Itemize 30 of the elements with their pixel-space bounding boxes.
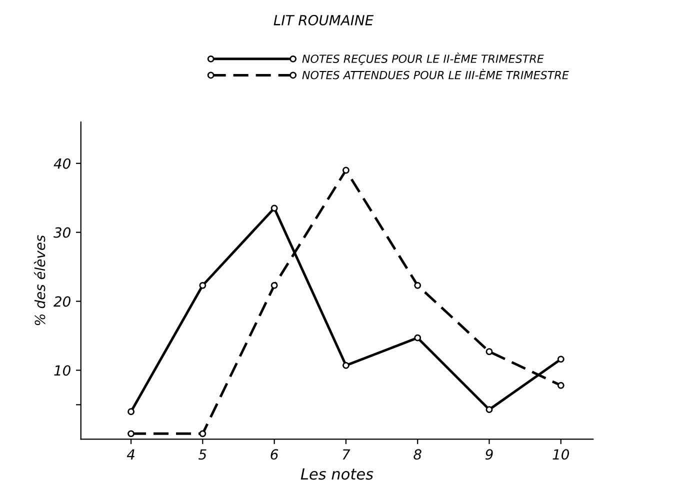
point <box>128 430 134 438</box>
x-tick-label: 10 <box>552 449 570 460</box>
x-axis-title: Les notes <box>300 468 374 480</box>
point <box>414 334 422 342</box>
point <box>270 282 278 289</box>
y-axis-title: % des élèves <box>34 235 46 326</box>
y-tick-label: 40 <box>54 158 70 169</box>
y-tick-label: 30 <box>54 227 70 238</box>
legend-label: NOTES ATTENDUES POUR LE III-ÈME TRIMESTRE <box>302 68 569 80</box>
x-tick-label: 4 <box>126 449 134 460</box>
point <box>342 362 350 369</box>
x-tick-label: 5 <box>198 449 206 460</box>
x-tick-label: 8 <box>414 449 422 460</box>
point <box>414 282 422 289</box>
legend-label: NOTES REÇUES POUR LE II-ÈME TRIMESTRE <box>302 52 544 65</box>
y-tick-label: 20 <box>54 296 70 307</box>
point <box>270 204 278 212</box>
x-tick-label: 7 <box>342 449 350 460</box>
point <box>557 382 564 389</box>
point <box>557 356 564 363</box>
point <box>486 406 493 414</box>
point <box>128 408 134 416</box>
x-tick-label: 9 <box>485 449 493 460</box>
point <box>486 348 493 356</box>
point <box>342 166 350 174</box>
point <box>199 282 206 289</box>
y-tick-label: 10 <box>54 365 70 376</box>
point <box>199 430 206 438</box>
x-tick-label: 6 <box>270 449 278 460</box>
chart-title: LIT ROUMAINE <box>274 14 374 26</box>
